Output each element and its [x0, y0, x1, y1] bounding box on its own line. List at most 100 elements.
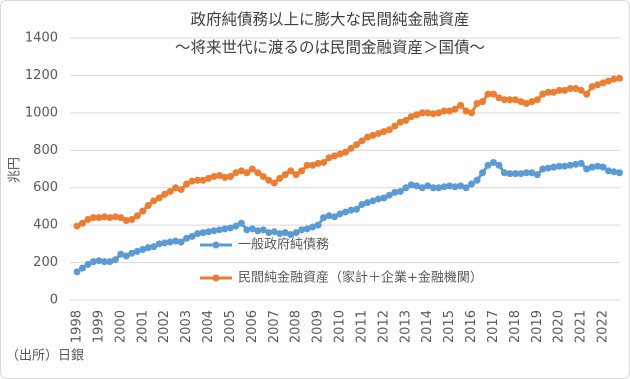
data-point	[566, 85, 574, 93]
data-point	[237, 167, 245, 175]
x-tick-label: 2012	[376, 310, 391, 343]
data-point	[522, 169, 530, 177]
data-point	[358, 201, 366, 209]
data-point	[446, 182, 454, 190]
data-point	[298, 226, 306, 234]
data-point	[122, 252, 130, 260]
data-point	[336, 210, 344, 218]
data-point	[583, 90, 591, 98]
data-point	[320, 214, 328, 222]
data-point	[468, 109, 476, 117]
data-point	[550, 163, 558, 171]
data-point	[155, 240, 163, 248]
x-tick-label: 2011	[354, 310, 369, 343]
data-point	[325, 154, 333, 162]
x-tick-label: 2019	[530, 310, 545, 343]
data-point	[610, 168, 618, 176]
data-point	[248, 225, 256, 233]
data-point	[363, 199, 371, 207]
data-point	[309, 161, 317, 169]
y-tick-label: 0	[50, 293, 58, 308]
x-tick-label: 2008	[289, 310, 304, 343]
x-tick-label: 2003	[179, 310, 194, 343]
data-point	[144, 201, 152, 209]
x-tick-label: 2021	[574, 310, 589, 343]
data-point	[150, 243, 158, 251]
data-point	[446, 107, 454, 115]
x-tick-label: 2007	[267, 310, 282, 343]
data-point	[429, 110, 437, 118]
data-point	[380, 194, 388, 202]
data-point	[199, 229, 207, 237]
data-point	[588, 163, 596, 171]
data-point	[583, 165, 591, 173]
data-point	[588, 83, 596, 91]
data-point	[610, 75, 618, 83]
data-point	[451, 105, 459, 113]
data-point	[500, 169, 508, 177]
data-point	[303, 225, 311, 233]
data-point	[314, 221, 322, 229]
data-point	[555, 86, 563, 94]
data-point	[89, 258, 97, 266]
data-point	[183, 180, 191, 188]
x-tick-label: 2010	[333, 310, 348, 343]
data-point	[424, 182, 432, 190]
y-tick-label: 600	[33, 180, 58, 195]
data-point	[194, 230, 202, 238]
y-tick-label: 400	[33, 218, 58, 233]
data-point	[517, 170, 525, 178]
data-point	[495, 161, 503, 169]
data-point	[347, 206, 355, 214]
data-point	[78, 264, 86, 272]
data-point	[473, 176, 481, 184]
data-point	[150, 197, 158, 205]
data-point	[418, 109, 426, 117]
data-point	[616, 169, 624, 177]
data-point	[380, 128, 388, 136]
data-point	[265, 176, 273, 184]
data-point	[331, 213, 339, 221]
data-point	[484, 90, 492, 98]
data-point	[226, 224, 234, 232]
data-point	[243, 169, 251, 177]
data-point	[205, 228, 213, 236]
data-point	[133, 212, 141, 220]
data-point	[84, 260, 92, 268]
data-point	[374, 129, 382, 137]
data-point	[78, 219, 86, 227]
data-point	[331, 152, 339, 160]
data-point	[533, 171, 541, 179]
data-point	[555, 162, 563, 170]
data-point	[358, 137, 366, 145]
x-tick-label: 2018	[508, 310, 523, 343]
data-point	[166, 238, 174, 246]
data-point	[320, 158, 328, 166]
data-point	[440, 107, 448, 115]
data-point	[506, 170, 514, 178]
data-point	[572, 160, 580, 168]
data-point	[500, 96, 508, 104]
data-point	[276, 230, 284, 238]
data-point	[205, 174, 213, 182]
data-point	[511, 96, 519, 104]
data-point	[402, 116, 410, 124]
data-point	[84, 216, 92, 224]
data-point	[396, 118, 404, 126]
data-point	[188, 177, 196, 185]
data-point	[259, 226, 267, 234]
data-point	[506, 96, 514, 104]
data-point	[287, 167, 295, 175]
data-point	[221, 173, 229, 181]
data-point	[133, 247, 141, 255]
data-point	[616, 74, 624, 82]
data-point	[100, 213, 108, 221]
data-point	[177, 186, 185, 194]
data-point	[292, 171, 300, 179]
source-note: （出所）日銀	[6, 349, 84, 364]
data-point	[396, 187, 404, 195]
data-point	[522, 100, 530, 107]
data-point	[254, 227, 262, 235]
data-point	[106, 214, 114, 222]
